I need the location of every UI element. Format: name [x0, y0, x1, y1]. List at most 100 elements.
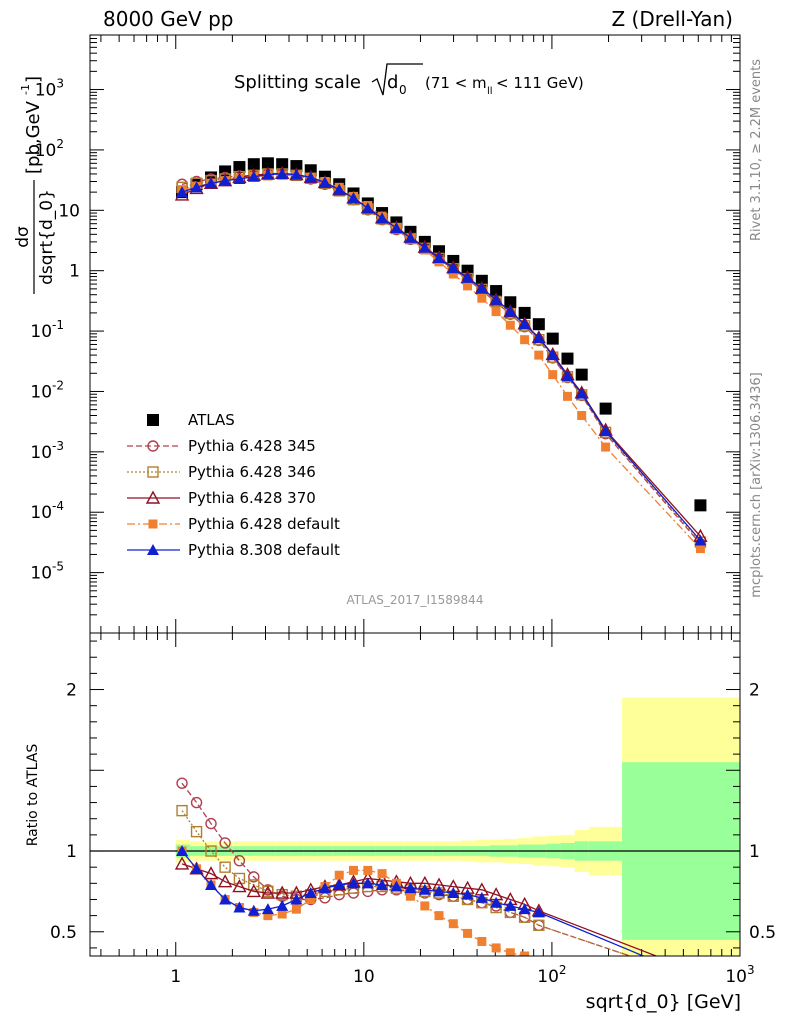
data-point — [561, 352, 574, 365]
data-point — [233, 901, 246, 913]
data-point — [505, 948, 515, 956]
data-point — [277, 909, 287, 919]
data-point — [601, 442, 611, 452]
legend-marker — [145, 490, 161, 504]
ratio-y-tick-label: 2 — [66, 681, 77, 701]
ratio-y-tick-label-right: 2 — [749, 681, 760, 701]
data-point — [174, 856, 190, 870]
legend-label: Pythia 6.428 370 — [188, 489, 316, 507]
data-point — [318, 176, 331, 188]
data-point — [520, 335, 530, 345]
data-point — [477, 293, 487, 303]
data-point — [247, 904, 260, 916]
data-point — [190, 862, 203, 874]
data-point — [248, 879, 260, 891]
data-point — [599, 425, 612, 437]
data-point — [376, 212, 389, 224]
data-point — [491, 307, 501, 317]
data-point — [575, 368, 588, 381]
data-point — [532, 331, 545, 343]
sqrt-symbol-icon — [371, 63, 423, 96]
y-tick-label: 10 — [58, 201, 80, 221]
data-point — [290, 160, 303, 173]
data-point — [361, 202, 374, 214]
data-point — [361, 877, 374, 889]
legend-marker — [147, 440, 159, 452]
data-point — [333, 878, 346, 890]
data-point — [577, 410, 587, 420]
y-tick-label: 10-5 — [30, 560, 64, 584]
data-point — [246, 883, 261, 898]
data-point — [463, 928, 473, 938]
legend-item: Pythia 8.308 default — [127, 541, 340, 559]
y-tick-label: 1 — [69, 262, 80, 282]
legend-label: Pythia 6.428 346 — [188, 463, 316, 481]
y-tick-label: 10-1 — [30, 318, 64, 342]
legend: ATLAS Pythia 6.428 345 Pythia 6.428 346 Pyt… — [127, 411, 340, 559]
series-pythia-8-308-default — [176, 167, 707, 546]
legend-item: Pythia 6.428 370 — [127, 489, 316, 507]
series-line — [181, 173, 701, 541]
data-point — [433, 252, 446, 264]
data-point — [176, 777, 188, 789]
data-point — [261, 903, 274, 915]
ratio-y-tick-label-right: 1 — [749, 842, 760, 862]
ylabel-unit: [pb,GeV — [23, 100, 44, 174]
y-tick-label: 10-3 — [30, 439, 64, 463]
data-point — [518, 306, 531, 319]
y-tick-label: 10-2 — [30, 378, 64, 402]
data-point — [274, 885, 290, 899]
data-point — [562, 391, 572, 401]
data-point — [347, 191, 360, 203]
x-tick-label: 1 — [170, 967, 181, 987]
legend-label: Pythia 6.428 345 — [188, 437, 316, 455]
data-point — [504, 305, 517, 317]
data-point — [599, 402, 612, 415]
data-point — [261, 168, 274, 180]
y-tick-label: 10-4 — [30, 499, 64, 523]
title-range-end: < 111 GeV) — [496, 74, 584, 92]
data-point — [475, 891, 488, 903]
data-point — [219, 893, 232, 905]
data-point — [420, 901, 430, 911]
main-ylabel: dσ dsqrt{d_0} [pb,GeV -1 ] — [13, 76, 57, 294]
data-point — [276, 888, 288, 901]
data-point — [176, 186, 189, 198]
data-point — [217, 874, 233, 888]
data-point — [490, 293, 503, 305]
data-point — [518, 318, 531, 330]
ratio-axis-ticks: 1 10 102 103 0.5 0.5 1 1 2 2 — [50, 633, 776, 987]
ylabel-unit-end: ] — [23, 76, 44, 83]
data-point — [695, 544, 705, 554]
data-point — [490, 896, 503, 908]
series-line — [181, 173, 701, 543]
data-point — [190, 181, 203, 193]
data-point — [418, 883, 431, 895]
legend-label: Pythia 8.308 default — [188, 541, 340, 559]
data-point — [233, 872, 246, 885]
ratio-series — [174, 777, 658, 956]
data-point — [190, 825, 203, 838]
data-point — [561, 370, 574, 382]
legend-item: Pythia 6.428 default — [127, 515, 340, 533]
data-point — [219, 837, 231, 849]
legend-marker — [147, 466, 159, 478]
data-point — [390, 221, 403, 233]
title-base: d — [387, 72, 398, 93]
legend-item: Pythia 6.428 346 — [127, 463, 316, 481]
data-point — [533, 919, 545, 932]
data-point — [448, 919, 458, 929]
data-point — [203, 866, 219, 880]
data-point — [434, 911, 444, 921]
data-point — [176, 845, 189, 857]
main-series — [174, 157, 708, 554]
data-point — [247, 158, 260, 171]
ylabel-unit-sup: -1 — [19, 84, 32, 95]
data-point — [176, 804, 188, 817]
data-point — [276, 899, 289, 911]
series-pythia-6-428-370 — [174, 165, 708, 542]
ylabel-denominator: dsqrt{d_0} — [37, 189, 57, 285]
data-point — [190, 796, 203, 809]
x-tick-label: 10 — [353, 967, 375, 987]
data-point — [205, 878, 218, 890]
